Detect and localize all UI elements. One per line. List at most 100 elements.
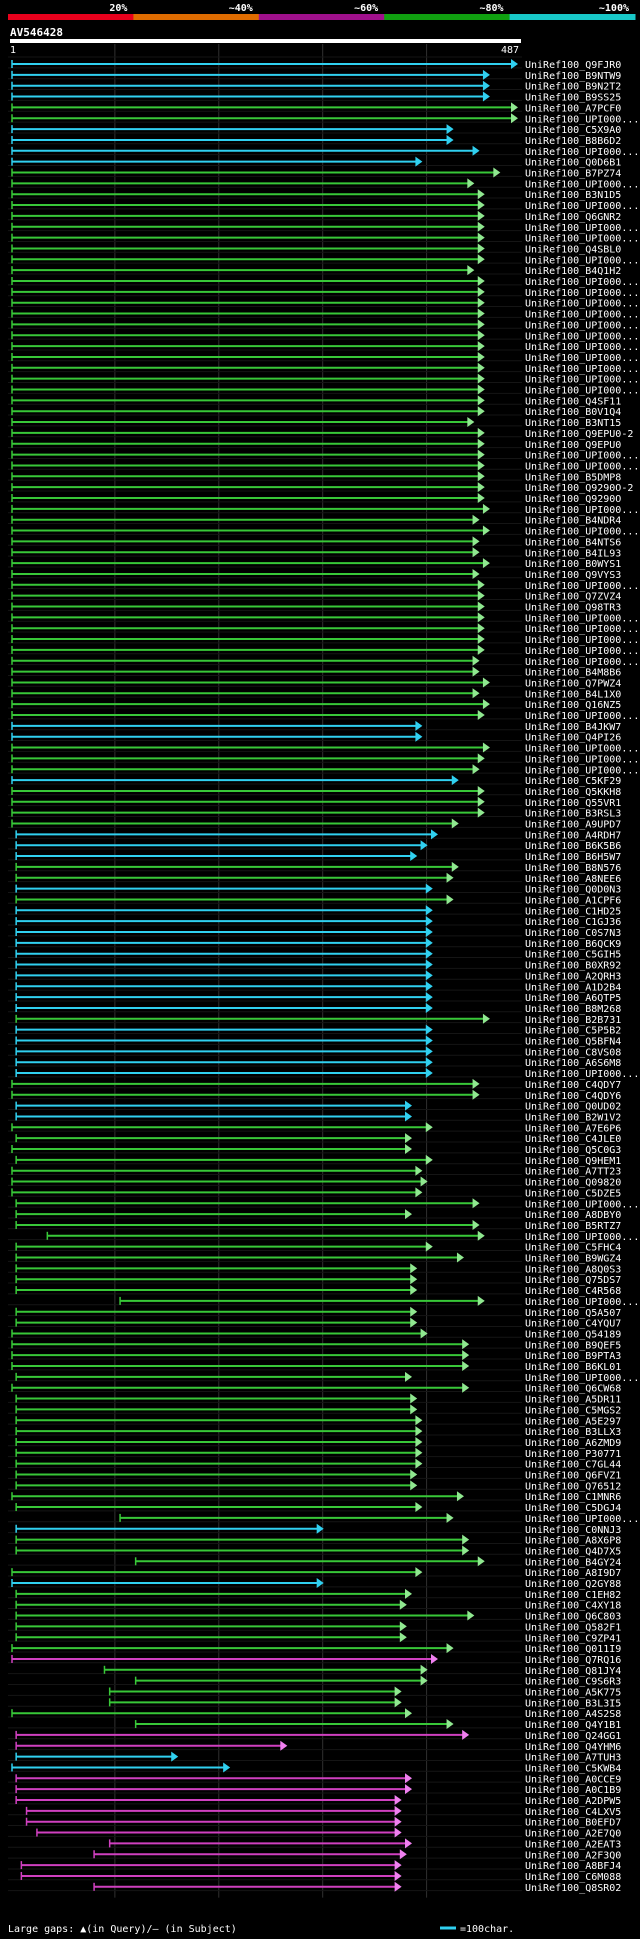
hit-arrow-head (482, 525, 490, 536)
hit-label: UniRef100_A8DBY0 (525, 1210, 621, 1221)
hit-label: UniRef100_UPI000... (525, 255, 639, 266)
hit-label: UniRef100_Q9290O-2 (525, 483, 633, 494)
hit-label: UniRef100_Q4D7X5 (525, 1546, 621, 1557)
legend: Large gaps: ▲(in Query)/– (in Subject) =1… (8, 1924, 514, 1935)
hit-label: UniRef100_A4S2S8 (525, 1709, 621, 1720)
hit-row: UniRef100_UPI000... (11, 525, 639, 538)
hit-arrow-head (405, 1838, 413, 1849)
hit-row: UniRef100_A2E7Q0 (36, 1827, 621, 1840)
hit-row: UniRef100_B3RSL3 (11, 807, 621, 820)
hit-arrow-head (415, 1502, 423, 1513)
hit-row: UniRef100_Q5BFN4 (15, 1035, 621, 1048)
hit-row: UniRef100_B3L3I5 (108, 1697, 621, 1709)
hit-label: UniRef100_Q7RQ16 (525, 1655, 621, 1666)
hit-arrow-head (410, 1263, 418, 1274)
hit-row: UniRef100_Q2GY88 (11, 1578, 621, 1590)
hit-arrow-head (472, 568, 480, 579)
hit-row: UniRef100_C5GIH5 (15, 948, 621, 961)
hit-label: UniRef100_B4NTS6 (525, 537, 621, 548)
hit-arrow-head (399, 1632, 407, 1643)
hit-label: UniRef100_B4NDR4 (525, 516, 621, 527)
hit-arrow-head (405, 1588, 413, 1599)
hit-row: UniRef100_B4M8B6 (11, 666, 621, 679)
hit-label: UniRef100_UPI000... (525, 179, 639, 190)
hit-arrow-head (405, 1209, 413, 1220)
hit-label: UniRef100_UPI000... (525, 613, 639, 624)
hit-label: UniRef100_UPI000... (525, 1069, 639, 1080)
hit-label: UniRef100_UPI000... (525, 635, 639, 646)
hit-arrow-head (477, 330, 485, 341)
hit-row: UniRef100_UPI000... (11, 178, 639, 190)
hit-row: UniRef100_UPI000... (11, 644, 639, 657)
hit-arrow-head (410, 1285, 418, 1296)
hit-arrow-head (462, 1339, 470, 1350)
hit-row: UniRef100_C5KF29 (11, 775, 621, 787)
hit-label: UniRef100_B5DMP8 (525, 472, 621, 483)
hit-row: UniRef100_A1D2B4 (15, 981, 621, 993)
hit-label: UniRef100_Q4Y1B1 (525, 1720, 621, 1731)
hit-label: UniRef100_UPI000... (525, 353, 639, 364)
hit-arrow-head (420, 1675, 428, 1686)
hit-label: UniRef100_A4RDH7 (525, 830, 621, 841)
hit-arrow-head (477, 200, 485, 211)
hit-arrow-head (171, 1751, 179, 1762)
scale-band (258, 14, 385, 20)
hit-row: UniRef100_Q76512 (15, 1480, 621, 1492)
hit-label: UniRef100_A5DR11 (525, 1395, 621, 1406)
hit-label: UniRef100_A8BFJ4 (525, 1861, 621, 1872)
hit-row: UniRef100_B5DMP8 (11, 471, 621, 483)
hit-label: UniRef100_C5KWB4 (525, 1763, 621, 1774)
hit-arrow-head (430, 1653, 438, 1664)
hit-arrow-head (472, 1089, 480, 1100)
hit-label: UniRef100_B9SS25 (525, 93, 621, 104)
hit-row: UniRef100_A8BFJ4 (20, 1860, 621, 1872)
hit-label: UniRef100_Q5KKH8 (525, 787, 621, 798)
hit-row: UniRef100_B6K5B6 (15, 840, 621, 852)
hit-arrow-head (446, 1719, 454, 1730)
hit-arrow-head (477, 753, 485, 764)
hit-label: UniRef100_Q4YHM6 (525, 1742, 621, 1753)
hit-label: UniRef100_Q5C0G3 (525, 1145, 621, 1156)
hit-label: UniRef100_Q9HEM1 (525, 1156, 621, 1167)
hit-row: UniRef100_Q5KKH8 (11, 785, 621, 798)
hit-row: UniRef100_UPI000... (11, 232, 639, 245)
hit-label: UniRef100_UPI000... (525, 342, 639, 353)
hit-arrow-head (477, 286, 485, 297)
hit-row: UniRef100_UPI000... (11, 330, 639, 342)
hit-arrow-head (430, 829, 438, 840)
hit-row: UniRef100_A2QRH3 (15, 970, 621, 982)
hit-label: UniRef100_UPI000... (525, 754, 639, 765)
hit-row: UniRef100_Q6FVZ1 (15, 1469, 621, 1482)
hit-label: UniRef100_Q9290O (525, 494, 621, 505)
hit-arrow-head (477, 341, 485, 352)
hit-row: UniRef100_C6M088 (20, 1870, 621, 1883)
hit-label: UniRef100_C4XY18 (525, 1601, 621, 1612)
hit-arrow-head (410, 1317, 418, 1328)
hit-label: UniRef100_Q5A507 (525, 1308, 621, 1319)
hit-row: UniRef100_Q6GNR2 (11, 210, 621, 223)
hit-arrow-head (415, 156, 423, 167)
hit-label: UniRef100_B9WGZ4 (525, 1254, 621, 1265)
hit-row: UniRef100_UPI000... (11, 742, 639, 755)
hit-row: UniRef100_A7PCF0 (11, 102, 621, 114)
hit-arrow-head (420, 1328, 428, 1339)
hit-arrow-head (410, 1480, 418, 1491)
hit-row: UniRef100_B4L1X0 (11, 688, 621, 700)
hit-arrow-head (316, 1578, 324, 1588)
hit-arrow-head (477, 1230, 485, 1241)
scale-label: ~80% (480, 3, 504, 14)
hit-row: UniRef100_Q16NZ5 (11, 699, 621, 711)
hit-label: UniRef100_Q4SBL0 (525, 244, 621, 255)
hit-row: UniRef100_UPI000... (15, 1068, 639, 1080)
legend-gaps: Large gaps: ▲(in Query)/– (in Subject) (8, 1924, 237, 1935)
hit-arrow-head (482, 677, 490, 688)
hit-arrow-head (415, 1165, 423, 1176)
hit-row: UniRef100_Q8SR02 (93, 1881, 621, 1894)
hit-label: UniRef100_Q09820 (525, 1178, 621, 1189)
hit-row: UniRef100_P30771 (15, 1447, 621, 1460)
hit-arrow-head (472, 764, 480, 775)
hit-label: UniRef100_B2B731 (525, 1015, 621, 1026)
hit-row: UniRef100_B2B731 (15, 1013, 621, 1026)
hit-arrow-head (511, 102, 518, 113)
hit-arrow-head (410, 1274, 418, 1285)
